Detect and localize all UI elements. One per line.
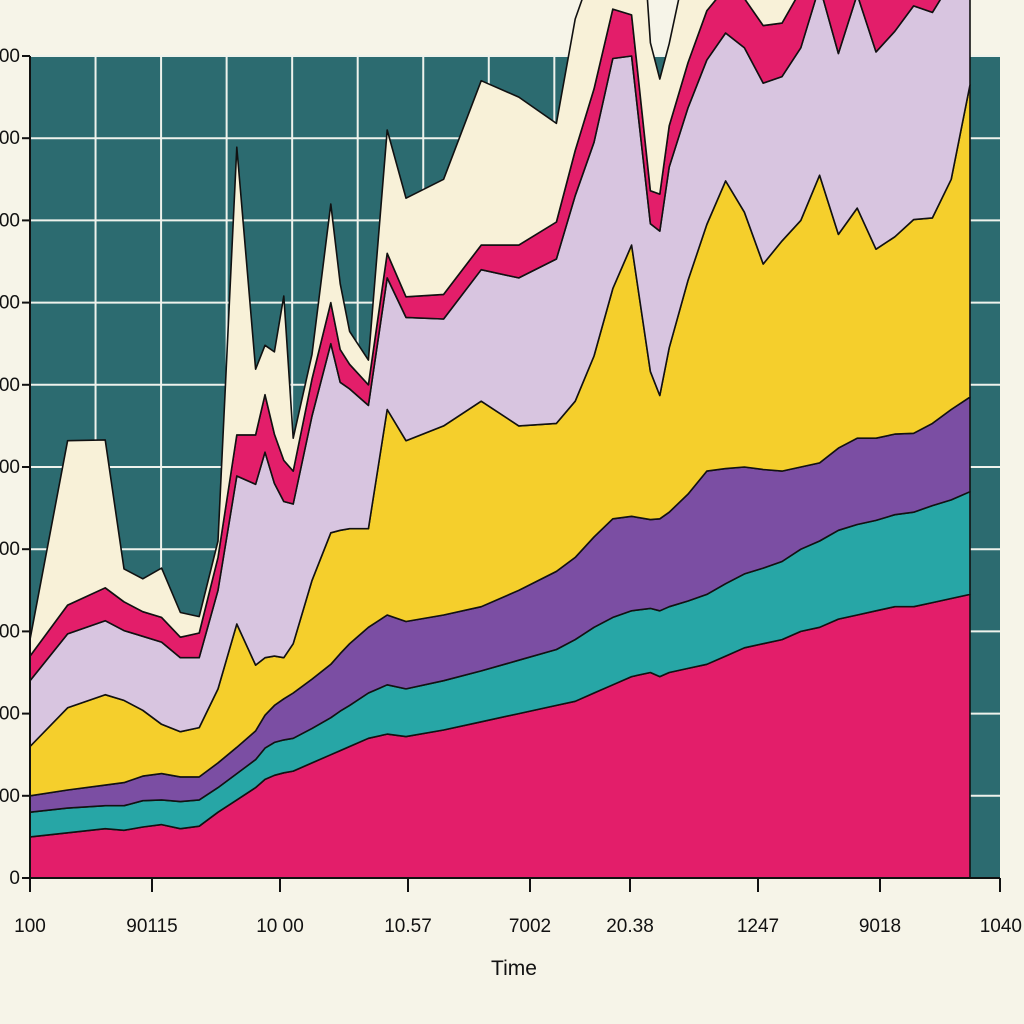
x-tick-label: 10.57 bbox=[384, 916, 432, 937]
x-tick-label: 20.38 bbox=[606, 916, 654, 937]
y-tick-label: 0 bbox=[9, 868, 20, 889]
x-tick-label: 90115 bbox=[126, 916, 177, 937]
series-areas bbox=[29, 0, 971, 879]
x-tick-label: 1040 bbox=[980, 916, 1022, 937]
y-tick-label: 00 bbox=[0, 539, 20, 560]
x-tick-label: 7002 bbox=[509, 916, 551, 937]
x-tick-label: 9018 bbox=[859, 916, 901, 937]
x-axis-label: Time bbox=[491, 957, 537, 980]
y-tick-label: 00 bbox=[0, 621, 20, 642]
y-tick-label: 00 bbox=[0, 786, 20, 807]
y-tick-label: 00 bbox=[0, 457, 20, 478]
y-tick-label: 00 bbox=[0, 375, 20, 396]
series-area-7 bbox=[29, 0, 797, 657]
y-tick-label: 00 bbox=[0, 46, 20, 67]
x-ticks: 100 90115 10 00 10.57 7002 20.38 1247 9018 1040 bbox=[14, 878, 1022, 937]
x-tick-label: 1247 bbox=[737, 916, 779, 937]
x-tick-label: 100 bbox=[14, 916, 46, 937]
y-tick-label: 00 bbox=[0, 704, 20, 725]
y-tick-label: 00 bbox=[0, 293, 20, 314]
y-tick-label: 00 bbox=[0, 210, 20, 231]
y-tick-label: 00 bbox=[0, 128, 20, 149]
x-tick-label: 10 00 bbox=[256, 916, 304, 937]
